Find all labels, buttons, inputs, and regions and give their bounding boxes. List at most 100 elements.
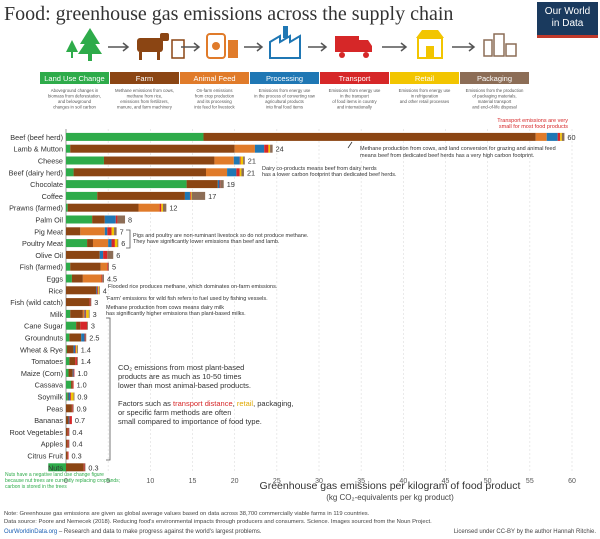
bar-15-feed bbox=[82, 309, 85, 318]
pig-note-line-1: Pigs and poultry are non-ruminant livest… bbox=[133, 233, 309, 239]
factors-pre: Factors such as bbox=[118, 399, 173, 408]
packaging-icon bbox=[483, 33, 517, 57]
stage-box-0 bbox=[40, 72, 109, 84]
bar-1-processing bbox=[254, 144, 265, 153]
bar-25-transport bbox=[67, 427, 69, 436]
bar-15-packaging bbox=[88, 309, 90, 318]
bar-5-retail bbox=[190, 191, 192, 200]
stage-box-2 bbox=[180, 72, 249, 84]
category-label-23: Peas bbox=[46, 404, 63, 413]
bar-2-land_use bbox=[66, 156, 104, 165]
x-tick-label-15: 15 bbox=[189, 478, 197, 485]
bar-9-packaging bbox=[117, 239, 119, 248]
bar-0-land_use bbox=[66, 132, 204, 141]
supply-chain-icons bbox=[66, 26, 517, 61]
category-label-28: Nuts bbox=[48, 463, 63, 472]
bar-16-packaging bbox=[87, 321, 88, 330]
truck-icon bbox=[335, 36, 372, 58]
bar-4-processing bbox=[217, 180, 220, 189]
x-tick-label-10: 10 bbox=[146, 478, 154, 485]
total-label-7: 8 bbox=[128, 216, 132, 225]
bar-8-farm bbox=[66, 227, 81, 236]
bar-3-retail bbox=[239, 168, 242, 177]
bar-28-transport bbox=[83, 463, 85, 472]
bar-8-feed bbox=[80, 227, 105, 236]
bar-7-processing bbox=[104, 215, 116, 224]
bar-9-retail bbox=[114, 239, 118, 248]
owid-logo[interactable]: Our World in Data bbox=[537, 2, 598, 38]
bar-3-packaging bbox=[241, 168, 244, 177]
category-label-5: Coffee bbox=[42, 192, 63, 201]
x-tick-label-45: 45 bbox=[442, 478, 450, 485]
category-label-1: Lamb & Mutton bbox=[14, 145, 63, 154]
bar-10-processing bbox=[99, 250, 104, 259]
category-label-16: Cane Sugar bbox=[24, 322, 64, 331]
bar-20-transport bbox=[73, 368, 75, 377]
bar-11-feed bbox=[100, 262, 108, 271]
bar-21-land_use bbox=[66, 380, 72, 389]
bar-4-land_use bbox=[66, 180, 187, 189]
x-tick-label-50: 50 bbox=[484, 478, 492, 485]
plant-based-bracket bbox=[106, 317, 111, 461]
bar-17-land_use bbox=[66, 333, 70, 342]
total-label-15: 3 bbox=[93, 310, 97, 319]
bar-14-transport bbox=[89, 298, 91, 307]
plant-note-line-3: lower than most animal-based products. bbox=[118, 381, 251, 390]
total-label-20: 1.0 bbox=[77, 369, 87, 378]
stage-desc-3-1: in the process of converting raw bbox=[254, 94, 316, 99]
stage-desc-1-2: emissions from fertilizers, bbox=[120, 99, 168, 104]
bar-2-processing bbox=[233, 156, 240, 165]
bar-15-transport bbox=[85, 309, 87, 318]
arrow-icons bbox=[108, 42, 476, 52]
tree-icon bbox=[66, 28, 102, 61]
bar-12-transport bbox=[101, 274, 103, 283]
stage-desc-5-2: and other retail processes bbox=[400, 99, 449, 104]
logo-line-1: Our World bbox=[544, 6, 591, 17]
bar-19-farm bbox=[69, 357, 76, 366]
x-axis-label: Greenhouse gas emissions per kilogram of… bbox=[260, 480, 521, 492]
dairy-note-line-1: Dairy co-products means beef from dairy … bbox=[262, 166, 377, 172]
bar-10-packaging bbox=[107, 250, 114, 259]
bar-15-retail bbox=[86, 309, 89, 318]
rice-note: Flooded rice produces methane, which dom… bbox=[108, 284, 278, 290]
bar-26-farm bbox=[66, 439, 68, 448]
stage-desc-4-2: of food items in country bbox=[332, 99, 377, 104]
bar-5-land_use bbox=[66, 191, 98, 200]
stage-box-6 bbox=[460, 72, 529, 84]
category-label-17: Groundnuts bbox=[25, 334, 63, 343]
bar-5-packaging bbox=[191, 191, 206, 200]
stage-desc-0-1: biomass from deforestation, bbox=[48, 94, 101, 99]
bar-27-farm bbox=[66, 451, 68, 460]
stage-desc-6-1: of packaging materials, bbox=[472, 94, 516, 99]
bar-10-transport bbox=[103, 250, 108, 259]
feed-bag-icon bbox=[206, 33, 238, 59]
bar-16-farm bbox=[76, 321, 81, 330]
footer-source: Data source: Poore and Nemecek (2018). R… bbox=[4, 519, 432, 525]
stage-box-1 bbox=[110, 72, 179, 84]
stage-desc-6-0: Emissions from the production bbox=[466, 88, 524, 93]
total-label-19: 1.4 bbox=[81, 357, 91, 366]
stage-desc-2-2: and its processing bbox=[197, 99, 232, 104]
bar-18-farm bbox=[66, 345, 74, 354]
stage-desc-0-2: and belowground bbox=[58, 99, 92, 104]
bar-3-feed bbox=[205, 168, 228, 177]
factors-note-line-1: Factors such as transport distance, reta… bbox=[118, 399, 294, 408]
footer-site-link[interactable]: OurWorldinData.org bbox=[4, 529, 57, 535]
bar-22-transport bbox=[70, 392, 72, 401]
x-axis-ticks: 0 5 10 15 20 25 30 35 40 45 50 55 60 bbox=[64, 478, 576, 485]
bar-19-packaging bbox=[76, 357, 78, 366]
bar-21-farm bbox=[71, 380, 73, 389]
transport-note-line-1: Transport emissions are very bbox=[497, 118, 568, 124]
bar-5-farm bbox=[97, 191, 185, 200]
stage-desc-4-0: Emissions from energy use bbox=[329, 88, 381, 93]
category-label-11: Fish (farmed) bbox=[20, 263, 63, 272]
category-label-25: Root Vegetables bbox=[9, 428, 63, 437]
bar-23-farm bbox=[66, 404, 72, 413]
bar-7-packaging bbox=[117, 215, 126, 224]
bar-12-land_use bbox=[66, 274, 72, 283]
category-label-9: Poultry Meat bbox=[22, 239, 63, 248]
category-label-18: Wheat & Rye bbox=[20, 345, 63, 354]
bar-28-packaging bbox=[84, 463, 86, 472]
cow-icon bbox=[137, 33, 185, 60]
bar-20-processing bbox=[72, 368, 74, 377]
